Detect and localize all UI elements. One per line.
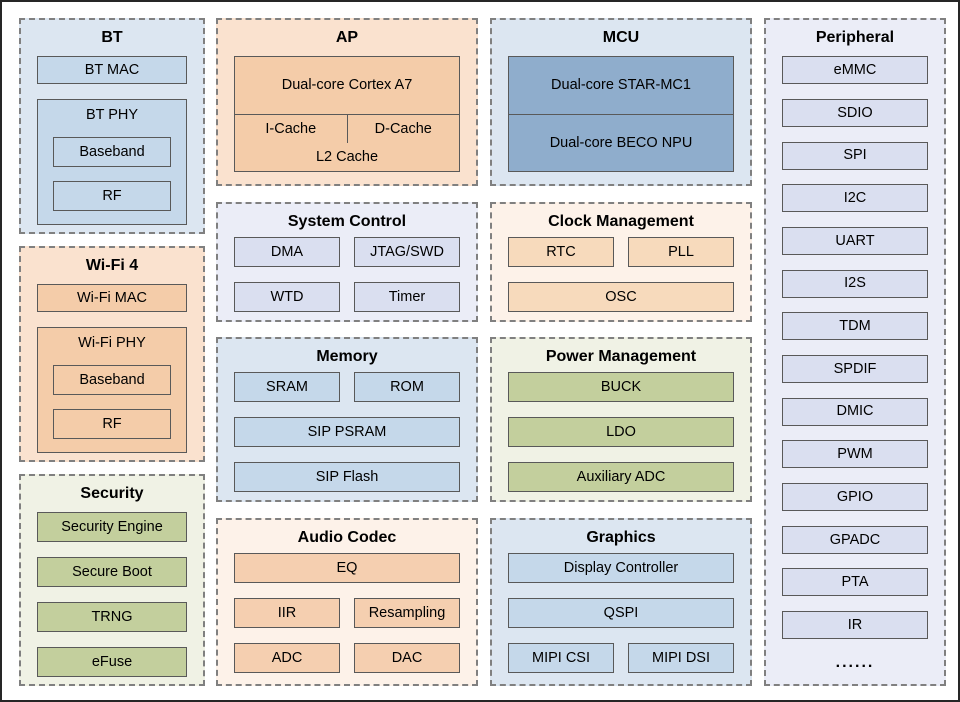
dma-block: DMA — [234, 237, 340, 268]
mipi-csi-block: MIPI CSI — [508, 643, 614, 674]
peripheral-group: Peripheral eMMC SDIO SPI I2C UART I2S TD… — [764, 18, 946, 686]
timer-block: Timer — [354, 282, 460, 313]
security-group: Security Security Engine Secure Boot TRN… — [19, 474, 205, 686]
bt-rf-block: RF — [53, 181, 171, 212]
sip-flash-block: SIP Flash — [234, 462, 460, 493]
qspi-block: QSPI — [508, 598, 734, 629]
power-management-title: Power Management — [545, 348, 697, 365]
buck-block: BUCK — [508, 372, 734, 403]
auxiliary-adc-block: Auxiliary ADC — [508, 462, 734, 493]
wtd-block: WTD — [234, 282, 340, 313]
security-engine-block: Security Engine — [37, 512, 187, 543]
secure-boot-block: Secure Boot — [37, 557, 187, 588]
wifi-group: Wi-Fi 4 Wi-Fi MAC Wi-Fi PHY Baseband RF — [19, 246, 205, 462]
bt-mac-block: BT MAC — [37, 56, 187, 85]
peripheral-more-ellipsis: ...... — [835, 653, 875, 671]
i2c-block: I2C — [782, 184, 928, 213]
mcu-beco-npu-block: Dual-core BECO NPU — [509, 113, 733, 171]
pwm-block: PWM — [782, 440, 928, 469]
ap-icache-block: I-Cache — [265, 120, 317, 137]
dmic-block: DMIC — [782, 397, 928, 426]
mipi-dsi-block: MIPI DSI — [628, 643, 734, 674]
audio-codec-group: Audio Codec EQ IIR Resampling ADC DAC — [216, 518, 478, 686]
clock-management-title: Clock Management — [548, 213, 694, 230]
peripheral-title: Peripheral — [815, 29, 895, 46]
adc-block: ADC — [234, 643, 340, 674]
security-items: Security Engine Secure Boot TRNG eFuse — [37, 512, 187, 678]
pll-block: PLL — [628, 237, 734, 268]
spdif-block: SPDIF — [782, 355, 928, 383]
tdm-block: TDM — [782, 312, 928, 341]
graphics-items: Display Controller QSPI MIPI CSI MIPI DS… — [508, 553, 734, 674]
osc-block: OSC — [508, 282, 734, 313]
bt-phy-label: BT PHY — [85, 107, 139, 124]
audio-codec-items: EQ IIR Resampling ADC DAC — [234, 553, 460, 674]
emmc-block: eMMC — [782, 56, 928, 85]
clock-management-group: Clock Management RTC PLL OSC — [490, 202, 752, 322]
trng-block: TRNG — [37, 602, 187, 633]
ap-cortex-a7-block: Dual-core Cortex A7 — [281, 77, 413, 94]
ir-block: IR — [782, 611, 928, 640]
jtag-swd-block: JTAG/SWD — [354, 237, 460, 268]
graphics-group: Graphics Display Controller QSPI MIPI CS… — [490, 518, 752, 686]
ldo-block: LDO — [508, 417, 734, 448]
ap-group-title: AP — [335, 29, 359, 46]
rtc-block: RTC — [508, 237, 614, 268]
efuse-block: eFuse — [37, 647, 187, 678]
iir-block: IIR — [234, 598, 340, 629]
audio-codec-title: Audio Codec — [297, 529, 397, 546]
eq-block: EQ — [234, 553, 460, 584]
ap-l2-cache-block: L2 Cache — [315, 148, 379, 165]
uart-block: UART — [782, 226, 928, 255]
dac-block: DAC — [354, 643, 460, 674]
mcu-group: MCU Dual-core STAR-MC1 Dual-core BECO NP… — [490, 18, 752, 186]
spi-block: SPI — [782, 141, 928, 170]
ap-dcache-block: D-Cache — [346, 114, 460, 143]
bt-phy-block: BT PHY Baseband RF — [37, 99, 187, 226]
gpio-block: GPIO — [782, 483, 928, 512]
mcu-group-title: MCU — [602, 29, 640, 46]
bt-group-title: BT — [101, 29, 123, 46]
power-management-group: Power Management BUCK LDO Auxiliary ADC — [490, 337, 752, 502]
power-management-items: BUCK LDO Auxiliary ADC — [508, 372, 734, 493]
sram-block: SRAM — [234, 372, 340, 403]
graphics-title: Graphics — [586, 529, 656, 546]
i2s-block: I2S — [782, 269, 928, 298]
system-control-group: System Control DMA JTAG/SWD WTD Timer — [216, 202, 478, 322]
system-control-title: System Control — [287, 213, 407, 230]
pta-block: PTA — [782, 568, 928, 597]
wifi-rf-block: RF — [53, 409, 171, 440]
ap-core-table: Dual-core Cortex A7 I-Cache D-Cache L2 C… — [234, 56, 460, 172]
clock-management-items: RTC PLL OSC — [508, 237, 734, 313]
rom-block: ROM — [354, 372, 460, 403]
gpadc-block: GPADC — [782, 525, 928, 554]
peripheral-items: eMMC SDIO SPI I2C UART I2S TDM SPDIF DMI… — [782, 56, 928, 672]
memory-group: Memory SRAM ROM SIP PSRAM SIP Flash — [216, 337, 478, 502]
security-group-title: Security — [80, 485, 144, 502]
mcu-core-table: Dual-core STAR-MC1 Dual-core BECO NPU — [508, 56, 734, 172]
wifi-phy-block: Wi-Fi PHY Baseband RF — [37, 327, 187, 454]
sip-psram-block: SIP PSRAM — [234, 417, 460, 448]
memory-items: SRAM ROM SIP PSRAM SIP Flash — [234, 372, 460, 493]
memory-title: Memory — [316, 348, 378, 365]
resampling-block: Resampling — [354, 598, 460, 629]
display-controller-block: Display Controller — [508, 553, 734, 584]
wifi-mac-block: Wi-Fi MAC — [37, 284, 187, 313]
sdio-block: SDIO — [782, 98, 928, 127]
mcu-star-mc1-block: Dual-core STAR-MC1 — [551, 77, 691, 94]
bt-group: BT BT MAC BT PHY Baseband RF — [19, 18, 205, 234]
wifi-baseband-block: Baseband — [53, 365, 171, 396]
system-control-items: DMA JTAG/SWD WTD Timer — [234, 237, 460, 313]
ap-group: AP Dual-core Cortex A7 I-Cache D-Cache L… — [216, 18, 478, 186]
wifi-phy-label: Wi-Fi PHY — [78, 335, 146, 352]
ap-cache-row: I-Cache D-Cache — [235, 113, 460, 143]
bt-baseband-block: Baseband — [53, 137, 171, 168]
wifi-group-title: Wi-Fi 4 — [85, 257, 139, 274]
